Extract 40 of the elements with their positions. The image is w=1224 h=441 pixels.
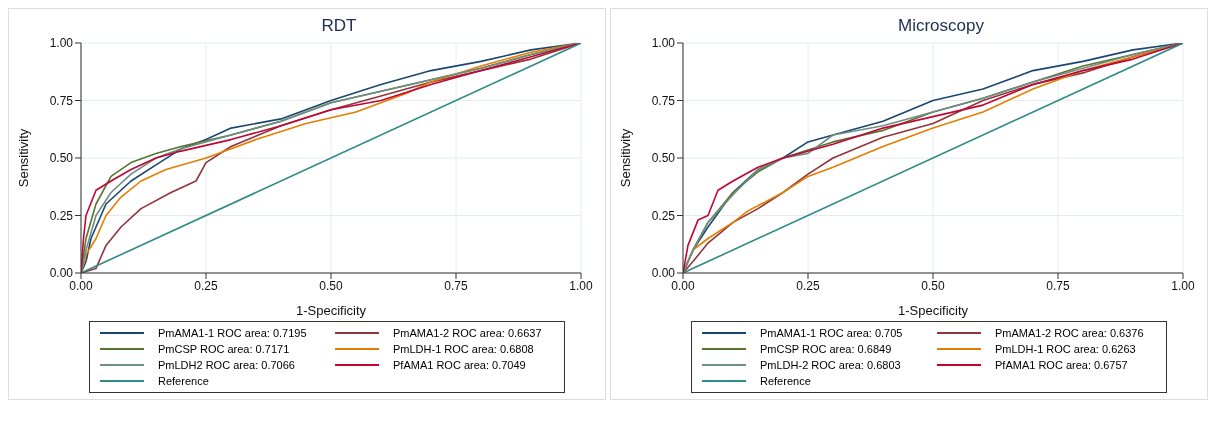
y-tick-label: 0.00 [49, 266, 74, 281]
chart-title: Microscopy [898, 16, 985, 35]
x-tick-label: 0.00 [69, 278, 93, 293]
y-tick-label: 0.75 [49, 93, 74, 108]
x-tick-label: 0.75 [444, 278, 468, 293]
legend-label: PmLDH-1 ROC area: 0.6808 [393, 343, 534, 355]
x-axis-title: 1-Specificity [897, 303, 969, 318]
legend-label: PmAMA1-2 ROC area: 0.6376 [995, 327, 1144, 339]
y-tick-label: 0.50 [651, 151, 676, 166]
legend-label: Reference [158, 375, 209, 387]
legend-label: PfAMA1 ROC area: 0.6757 [995, 359, 1128, 371]
legend-label: PmCSP ROC area: 0.6849 [760, 343, 892, 355]
y-tick-label: 0.50 [49, 151, 74, 166]
y-tick-label: 0.25 [49, 208, 74, 223]
y-tick-label: 0.25 [651, 208, 676, 223]
x-tick-label: 0.25 [796, 278, 820, 293]
legend-label: PfAMA1 ROC area: 0.7049 [393, 359, 526, 371]
x-axis-title: 1-Specificity [295, 303, 367, 318]
x-tick-label: 0.00 [671, 278, 695, 293]
y-axis-title: Sensitivity [15, 128, 31, 188]
legend-label: PmAMA1-1 ROC area: 0.705 [760, 327, 903, 339]
legend-label: PmLDH2 ROC area: 0.7066 [158, 359, 295, 371]
x-tick-label: 1.00 [569, 278, 593, 293]
x-tick-label: 0.50 [921, 278, 945, 293]
x-tick-label: 0.50 [319, 278, 343, 293]
x-tick-label: 0.75 [1046, 278, 1070, 293]
y-tick-label: 1.00 [49, 36, 74, 51]
legend-label: PmLDH-1 ROC area: 0.6263 [995, 343, 1136, 355]
legend-label: PmAMA1-1 ROC area: 0.7195 [158, 327, 307, 339]
legend-label: Reference [760, 375, 811, 387]
chart-title: RDT [321, 16, 357, 35]
legend-label: PmLDH-2 ROC area: 0.6803 [760, 359, 901, 371]
x-tick-label: 1.00 [1171, 278, 1195, 293]
y-tick-label: 0.00 [651, 266, 676, 281]
x-tick-label: 0.25 [194, 278, 218, 293]
legend-label: PmAMA1-2 ROC area: 0.6637 [393, 327, 542, 339]
y-axis-title: Sensitivity [617, 128, 633, 188]
y-tick-label: 0.75 [651, 93, 676, 108]
legend-label: PmCSP ROC area: 0.7171 [158, 343, 290, 355]
y-tick-label: 1.00 [651, 36, 676, 51]
